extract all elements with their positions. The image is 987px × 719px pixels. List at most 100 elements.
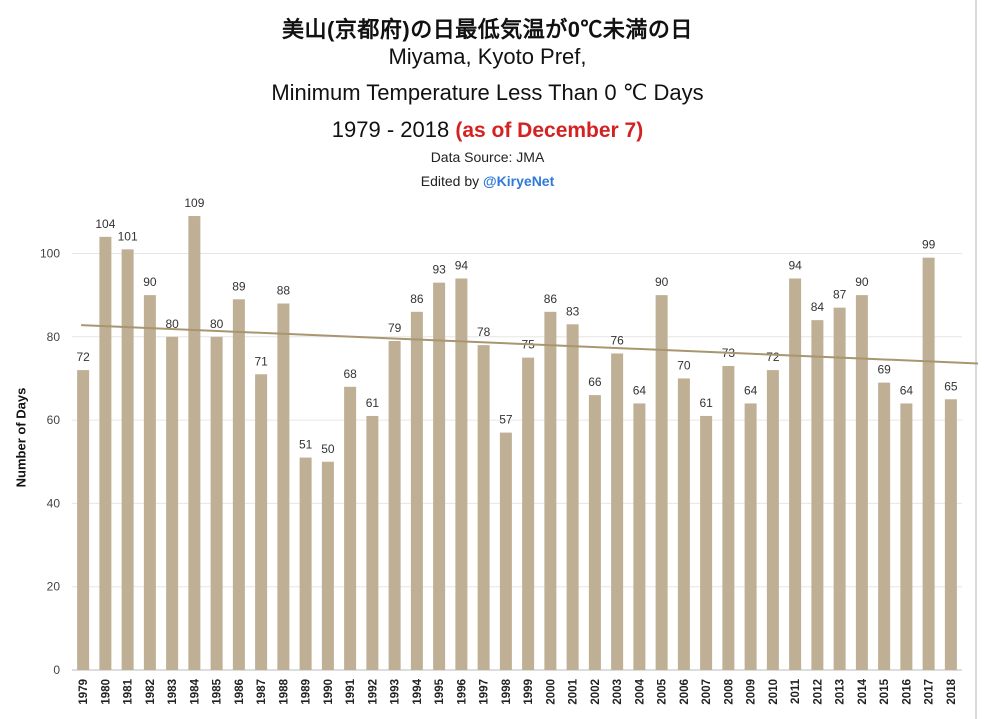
bar (833, 307, 846, 670)
bar (878, 382, 891, 670)
x-tick-label: 1993 (390, 679, 402, 705)
data-label: 90 (655, 275, 669, 289)
data-label: 50 (321, 442, 335, 456)
data-label: 68 (343, 367, 357, 381)
bar (166, 336, 179, 670)
x-tick-label: 2005 (657, 678, 669, 704)
data-label: 94 (788, 258, 802, 272)
x-tick-label: 1988 (278, 678, 290, 704)
chart-period: 1979 - 2018 (as of December 7) (0, 117, 975, 143)
bar (655, 295, 668, 670)
y-tick-label: 100 (40, 247, 60, 261)
bar (766, 370, 779, 670)
x-tick-label: 2014 (857, 678, 869, 704)
data-source: Data Source: JMA (430, 149, 545, 165)
bar (366, 415, 379, 670)
bar (611, 353, 624, 670)
bar (277, 303, 290, 670)
bar (344, 386, 357, 670)
bar (143, 295, 156, 670)
data-label: 83 (566, 304, 580, 318)
data-label: 87 (833, 288, 847, 302)
bar (77, 370, 90, 670)
bar (455, 278, 468, 670)
x-tick-label: 2010 (768, 679, 780, 705)
bar (700, 415, 713, 670)
x-tick-label: 2012 (812, 679, 824, 705)
bar (789, 278, 802, 670)
bar (321, 461, 334, 670)
data-label: 78 (477, 325, 491, 339)
y-tick-label: 80 (47, 330, 61, 344)
x-tick-label: 1979 (78, 679, 90, 705)
bar (811, 320, 824, 670)
x-tick-label: 1996 (456, 679, 468, 705)
edited-by-prefix: Edited by (420, 173, 480, 189)
x-tick-label: 1991 (345, 678, 357, 704)
bar (722, 365, 735, 670)
bar (299, 457, 312, 670)
data-label: 64 (744, 383, 758, 397)
bar (433, 282, 446, 670)
bar (922, 257, 935, 670)
edited-by-handle: @KiryeNet (483, 173, 555, 189)
data-label: 69 (877, 363, 891, 377)
y-tick-label: 0 (53, 663, 60, 677)
data-label: 94 (455, 258, 469, 272)
data-label: 71 (254, 354, 268, 368)
data-label: 90 (855, 275, 869, 289)
x-tick-label: 1998 (501, 678, 513, 704)
x-tick-label: 2013 (835, 679, 847, 705)
x-tick-label: 2001 (568, 678, 580, 704)
bar (255, 374, 268, 670)
bar (544, 311, 557, 670)
x-tick-label: 2002 (590, 679, 602, 705)
bar (900, 403, 913, 670)
x-tick-label: 1990 (323, 679, 335, 705)
bar (522, 357, 535, 670)
bar (99, 236, 112, 670)
edited-by: Edited by @KiryeNet (0, 173, 975, 189)
x-tick-label: 2007 (701, 679, 713, 705)
x-tick-label: 1986 (234, 679, 246, 705)
x-tick-label: 1995 (434, 678, 446, 704)
chart-subtitle-location: Miyama, Kyoto Pref, (388, 44, 587, 69)
data-label: 101 (118, 229, 138, 243)
bar (121, 249, 134, 670)
data-label: 84 (811, 300, 825, 314)
x-tick-label: 2000 (545, 679, 557, 705)
data-label: 65 (944, 379, 958, 393)
data-label: 51 (299, 438, 313, 452)
data-label: 80 (210, 317, 224, 331)
data-label: 88 (277, 283, 291, 297)
y-tick-label: 20 (47, 580, 61, 594)
data-label: 76 (610, 333, 624, 347)
data-label: 104 (95, 217, 115, 231)
bar (566, 324, 579, 670)
y-tick-label: 40 (47, 496, 61, 510)
bar (232, 299, 245, 670)
x-tick-label: 2017 (924, 679, 936, 705)
data-label: 72 (766, 350, 780, 364)
x-tick-label: 1982 (145, 679, 157, 705)
x-tick-label: 2004 (634, 678, 646, 704)
x-tick-label: 2003 (612, 679, 624, 705)
bar (188, 216, 201, 670)
x-tick-label: 1985 (212, 678, 224, 704)
chart-subtitle-metric: Minimum Temperature Less Than 0 ℃ Days (271, 80, 704, 105)
data-label: 64 (633, 383, 647, 397)
data-label: 80 (165, 317, 179, 331)
data-label: 86 (544, 292, 558, 306)
data-label: 86 (410, 292, 424, 306)
x-tick-label: 2006 (679, 679, 691, 705)
y-tick-label: 60 (47, 413, 61, 427)
x-tick-label: 1987 (256, 679, 268, 705)
data-label: 66 (588, 375, 602, 389)
x-tick-label: 2018 (946, 678, 958, 704)
data-label: 89 (232, 279, 246, 293)
chart-title-japanese: 美山(京都府)の日最低気温が0℃未満の日 (282, 17, 693, 42)
x-tick-label: 2015 (879, 678, 891, 704)
x-tick-label: 1984 (189, 678, 201, 704)
bar (944, 399, 957, 670)
